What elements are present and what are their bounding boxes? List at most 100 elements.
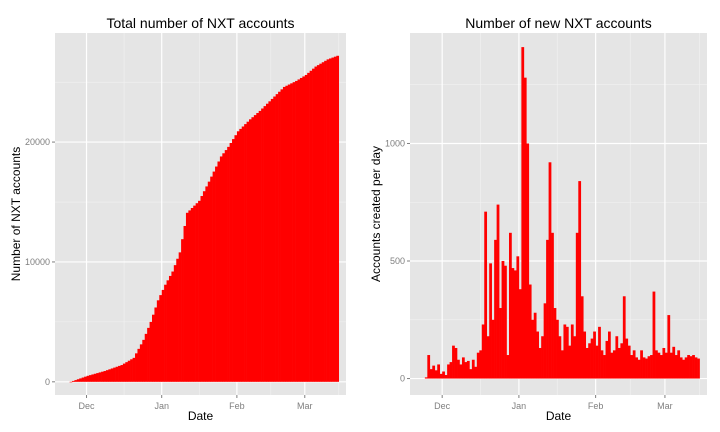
daily-bar [546,239,549,379]
cumulative-bar [185,212,189,382]
daily-bar [533,312,537,379]
right-chart-panel: 0 500 1000 Dec Jan Feb Mar Number of new NXT … [369,15,707,423]
cumulative-bar [299,77,303,382]
x-tick-label: Dec [79,401,96,411]
x-tick-label: Dec [434,401,451,411]
cumulative-bar [93,373,97,382]
daily-bar [504,265,507,379]
cumulative-bar [246,121,250,382]
cumulative-bar [261,108,264,382]
daily-bar [424,377,428,379]
daily-bar [486,336,490,379]
y-tick-label: 0 [45,377,50,387]
daily-bar [439,373,443,379]
cumulative-bar [120,365,124,382]
daily-bar [593,331,596,379]
cumulative-bar [236,131,240,382]
cumulative-bar [161,289,165,382]
daily-bar [682,359,686,379]
daily-bar [484,211,488,379]
daily-bar [464,362,468,379]
daily-bar [583,331,587,379]
daily-bar [474,366,478,379]
daily-bar [489,263,492,379]
daily-bar [434,370,438,379]
daily-bar [659,355,663,379]
daily-bar [528,284,532,379]
daily-bar [615,336,619,379]
cumulative-bar [159,295,162,382]
cumulative-bar [239,128,243,382]
daily-bar [684,357,688,379]
daily-bar [442,371,445,379]
cumulative-bar [125,362,129,382]
left-data-marks [69,55,340,383]
cumulative-bar [74,380,78,382]
daily-bar [657,352,661,379]
daily-bar [469,369,473,379]
daily-bar [590,338,594,379]
cumulative-bar [251,117,255,382]
left-x-axis-title: Date [188,409,214,423]
daily-bar [585,347,589,379]
cumulative-bar [326,59,330,382]
daily-bar [669,352,673,379]
daily-bar [565,326,569,379]
cumulative-bar [166,280,170,382]
daily-bar [526,143,530,379]
daily-bar [523,77,527,379]
cumulative-bar [154,307,158,382]
daily-bar [642,357,646,379]
daily-bar [578,181,582,379]
x-tick-label: Jan [512,401,527,411]
daily-bar [588,343,591,379]
cumulative-bar [103,371,107,382]
daily-bar [427,355,431,379]
daily-bar [449,362,453,379]
daily-bar [674,355,678,379]
cumulative-bar [69,381,73,383]
daily-bar [640,350,643,379]
daily-bar [452,345,455,379]
daily-bar [650,355,653,379]
cumulative-bar [280,89,284,382]
daily-bar [667,315,671,379]
daily-bar [645,358,648,379]
daily-bar [563,324,567,379]
cumulative-bar [285,85,289,382]
daily-bar [548,162,552,379]
y-tick-label: 500 [390,256,405,266]
cumulative-bar [227,146,230,382]
cumulative-bar [292,82,296,382]
daily-bar [429,369,433,379]
x-tick-label: Feb [229,401,245,411]
cumulative-bar [81,377,85,382]
daily-bar [432,365,436,379]
cumulative-bar [181,239,184,382]
daily-bar [479,350,483,379]
cumulative-bar [110,368,114,382]
right-data-marks [424,47,700,379]
daily-bar [521,47,525,379]
cumulative-bar [130,359,133,382]
daily-bar [598,326,601,379]
cumulative-bar [314,66,318,382]
cumulative-bar [258,110,262,382]
cumulative-bar [139,344,143,382]
daily-bar [558,336,562,379]
cumulative-bar [210,176,213,382]
cumulative-bar [183,225,187,382]
cumulative-bar [171,271,175,382]
daily-bar [457,359,460,379]
daily-bar [632,350,636,379]
cumulative-bar [324,60,327,382]
daily-bar [471,359,475,379]
cumulative-bar [135,353,138,382]
daily-bar [635,357,638,379]
daily-bar [466,360,470,379]
cumulative-bar [224,150,228,382]
daily-bar [454,347,458,379]
cumulative-bar [333,56,337,382]
daily-bar [689,356,693,379]
